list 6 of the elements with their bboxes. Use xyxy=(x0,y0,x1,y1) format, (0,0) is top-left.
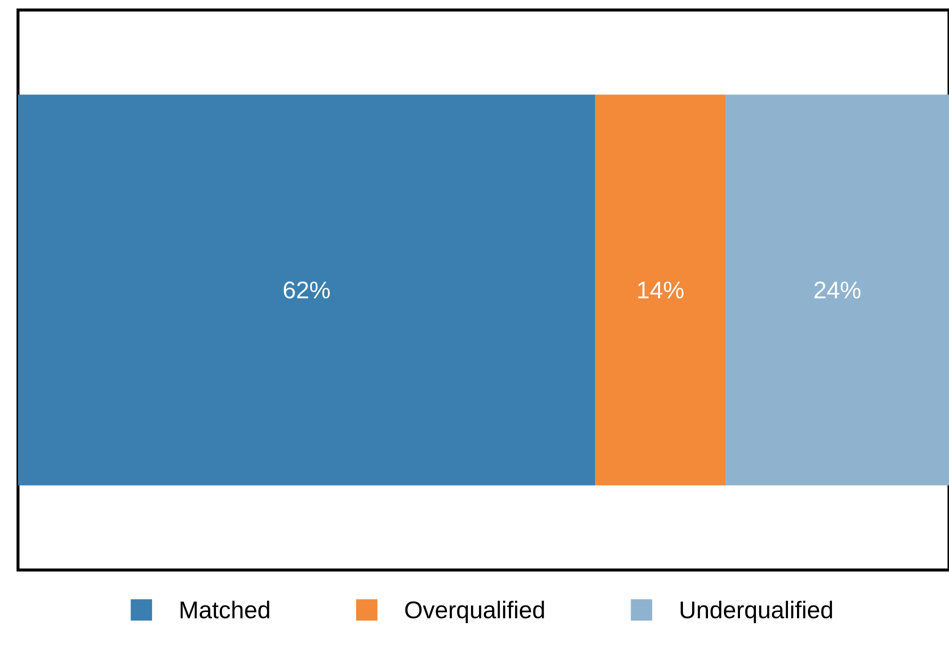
legend-label: Matched xyxy=(180,600,270,618)
data-label: 14% xyxy=(638,282,684,298)
data-label: 62% xyxy=(284,281,330,298)
legend-label: Underqualified xyxy=(680,600,832,624)
legend-label: Overqualified xyxy=(405,600,544,624)
data-label: 24% xyxy=(814,282,860,298)
